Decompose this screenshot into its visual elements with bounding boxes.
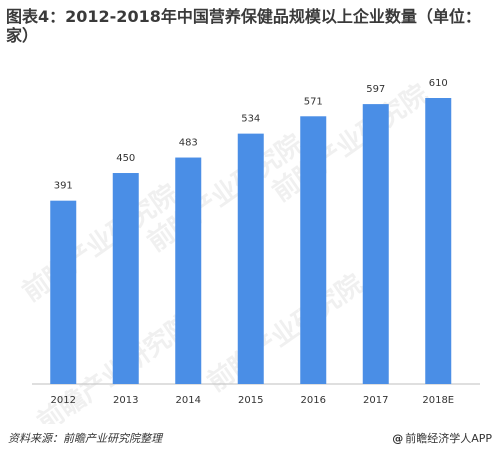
x-tick-labels: 2012 2013 2014 2015 2016 2017 2018E (51, 395, 455, 406)
value-label-2017: 597 (366, 84, 385, 95)
value-labels: 391 450 483 534 571 597 610 (54, 78, 448, 192)
value-label-2013: 450 (116, 153, 135, 164)
bar-2012 (50, 200, 77, 384)
value-label-2018E: 610 (429, 78, 448, 89)
bar-2014 (175, 157, 202, 384)
x-tick-2012: 2012 (51, 395, 76, 406)
x-tick-2016: 2016 (301, 395, 326, 406)
source-note: 资料来源：前瞻产业研究院整理 (8, 432, 162, 445)
watermark-text: 前瞻产业研究院 (202, 268, 369, 398)
bar-series (50, 98, 452, 384)
x-tick-2017: 2017 (363, 395, 388, 406)
value-label-2016: 571 (304, 96, 323, 107)
at-icon: @ (392, 432, 404, 445)
x-tick-2014: 2014 (176, 395, 201, 406)
x-tick-2018E: 2018E (422, 395, 454, 406)
x-tick-2013: 2013 (113, 395, 138, 406)
brand-name: 前瞻经济学人APP (405, 432, 492, 445)
bar-2017 (362, 104, 389, 384)
chart-title: 图表4：2012-2018年中国营养保健品规模以上企业数量（单位：家） (6, 7, 481, 45)
value-label-2015: 534 (241, 114, 260, 125)
footer: 资料来源：前瞻产业研究院整理 @ 前瞻经济学人APP (0, 424, 500, 450)
bar-2016 (300, 116, 327, 384)
bar-chart: 前瞻产业研究院前瞻产业研究院前瞻产业研究院前瞻产业研究院前瞻产业研究院 3914… (17, 78, 480, 424)
brand-credit: @ 前瞻经济学人APP (392, 430, 492, 446)
bar-2015 (237, 133, 264, 384)
bar-2013 (112, 173, 139, 384)
bar-2018E (425, 98, 452, 384)
value-label-2014: 483 (179, 138, 198, 149)
value-label-2012: 391 (54, 181, 73, 192)
x-tick-2015: 2015 (238, 395, 263, 406)
